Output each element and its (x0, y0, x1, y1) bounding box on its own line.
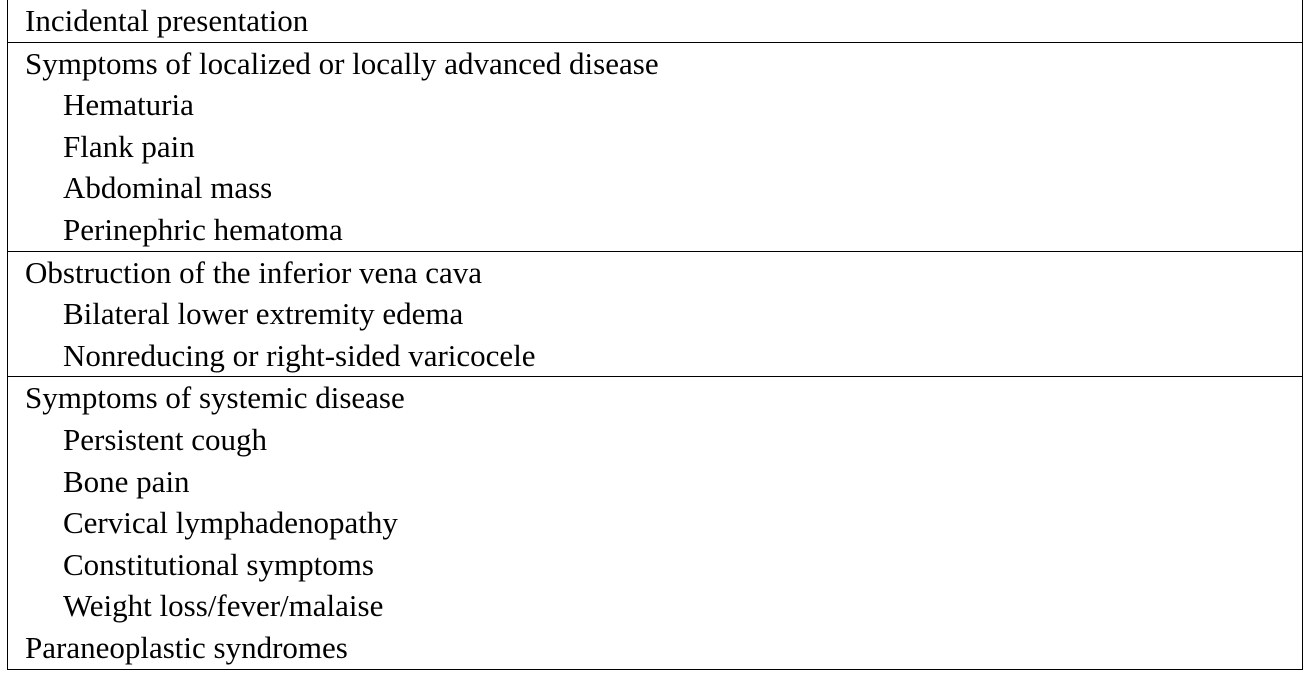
list-item: Flank pain (63, 128, 195, 164)
section-ivc-obstruction: Obstruction of the inferior vena cava Bi… (8, 250, 1302, 377)
list-item: Weight loss/fever/malaise (63, 588, 384, 624)
list-item: Nonreducing or right-sided varicocele (63, 337, 536, 373)
section-systemic-disease: Symptoms of systemic disease Persistent … (8, 376, 1302, 668)
section-heading: Symptoms of systemic disease (25, 380, 405, 416)
list-item: Persistent cough (63, 421, 268, 457)
section-localized-disease: Symptoms of localized or locally advance… (8, 41, 1302, 251)
section-heading: Symptoms of localized or locally advance… (25, 45, 659, 81)
section-incidental: Incidental presentation (8, 0, 1302, 42)
list-item: Cervical lymphadenopathy (63, 505, 398, 541)
list-item: Bone pain (63, 463, 190, 499)
list-item: Hematuria (63, 87, 194, 123)
list-item: Constitutional symptoms (63, 546, 374, 582)
section-heading: Paraneoplastic syndromes (25, 629, 348, 665)
section-heading: Obstruction of the inferior vena cava (25, 254, 483, 290)
symptom-table: Incidental presentation Symptoms of loca… (7, 0, 1303, 670)
list-item: Abdominal mass (63, 170, 273, 206)
list-item: Perinephric hematoma (63, 211, 343, 247)
list-item: Bilateral lower extremity edema (63, 296, 464, 332)
section-heading: Incidental presentation (25, 3, 309, 38)
